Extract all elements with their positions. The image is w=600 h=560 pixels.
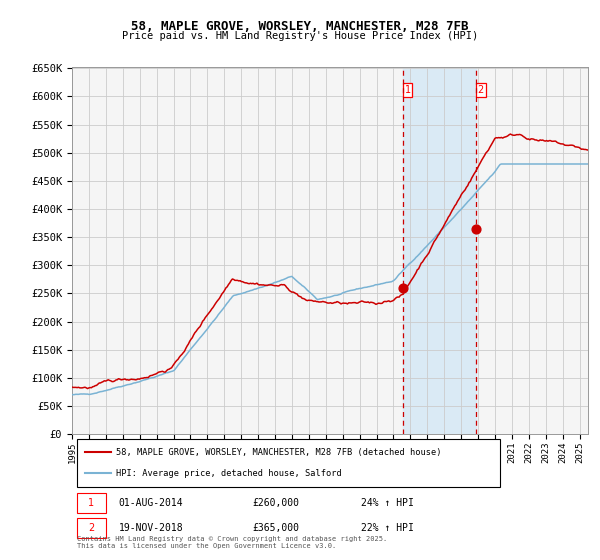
Text: £260,000: £260,000 [253, 498, 299, 508]
Text: 58, MAPLE GROVE, WORSLEY, MANCHESTER, M28 7FB: 58, MAPLE GROVE, WORSLEY, MANCHESTER, M2… [131, 20, 469, 32]
FancyBboxPatch shape [77, 493, 106, 514]
Text: 24% ↑ HPI: 24% ↑ HPI [361, 498, 414, 508]
Text: 1: 1 [88, 498, 94, 508]
Text: £365,000: £365,000 [253, 523, 299, 533]
Text: 2: 2 [478, 85, 484, 95]
FancyBboxPatch shape [77, 438, 500, 487]
Text: Contains HM Land Registry data © Crown copyright and database right 2025.
This d: Contains HM Land Registry data © Crown c… [77, 536, 388, 549]
Point [398, 283, 408, 292]
Text: HPI: Average price, detached house, Salford: HPI: Average price, detached house, Salf… [116, 469, 341, 478]
Text: Price paid vs. HM Land Registry's House Price Index (HPI): Price paid vs. HM Land Registry's House … [122, 31, 478, 41]
Text: 58, MAPLE GROVE, WORSLEY, MANCHESTER, M28 7FB (detached house): 58, MAPLE GROVE, WORSLEY, MANCHESTER, M2… [116, 447, 442, 457]
Text: 1: 1 [404, 85, 411, 95]
FancyBboxPatch shape [77, 518, 106, 539]
Text: 01-AUG-2014: 01-AUG-2014 [118, 498, 183, 508]
Text: 22% ↑ HPI: 22% ↑ HPI [361, 523, 414, 533]
Text: 2: 2 [88, 523, 94, 533]
Text: 19-NOV-2018: 19-NOV-2018 [118, 523, 183, 533]
Bar [403, 67, 476, 434]
Point [472, 224, 481, 233]
